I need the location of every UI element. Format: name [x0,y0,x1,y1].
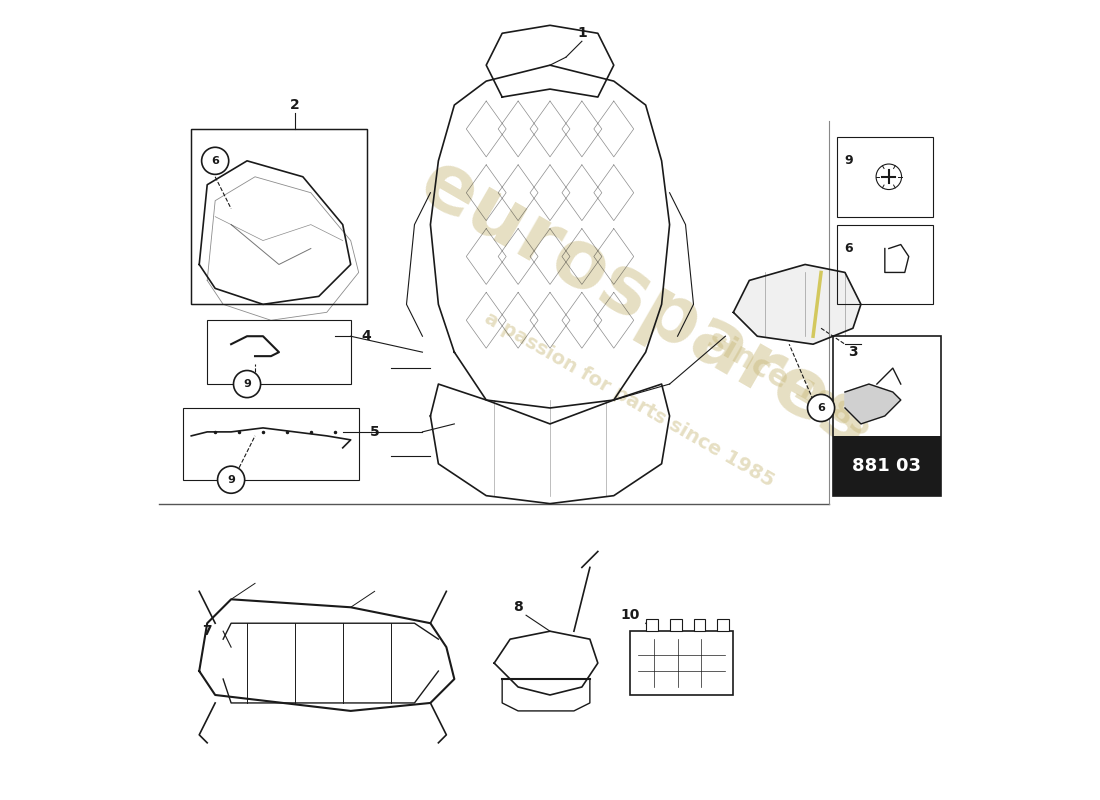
Text: 1: 1 [578,26,586,40]
Text: 8: 8 [514,600,522,614]
Text: 881 03: 881 03 [852,457,922,475]
Text: eurospares: eurospares [406,143,886,466]
Bar [629,631,734,695]
Text: 5: 5 [370,425,379,439]
Bar [717,619,729,631]
Text: since 1985: since 1985 [702,326,877,443]
Bar [833,336,940,496]
Polygon shape [734,265,861,344]
Text: 6: 6 [845,242,854,255]
Text: 6: 6 [817,403,825,413]
Bar [184,408,359,480]
Bar [191,129,366,304]
Text: 9: 9 [243,379,251,389]
Text: 9: 9 [845,154,854,167]
Text: 4: 4 [362,330,372,343]
Bar [191,129,366,304]
Bar [207,320,351,384]
Text: 7: 7 [202,624,212,638]
Text: a passion for parts since 1985: a passion for parts since 1985 [482,309,778,491]
Circle shape [201,147,229,174]
Bar [837,225,933,304]
Circle shape [876,164,902,190]
Text: 6: 6 [211,156,219,166]
Bar [833,436,940,496]
Text: 9: 9 [228,474,235,485]
Polygon shape [845,384,901,424]
Circle shape [218,466,244,494]
Circle shape [233,370,261,398]
Circle shape [807,394,835,422]
Text: 2: 2 [290,98,300,112]
Bar [670,619,682,631]
Text: 3: 3 [848,345,858,359]
Bar [837,137,933,217]
Text: 10: 10 [620,608,639,622]
Bar [646,619,658,631]
Bar [693,619,705,631]
